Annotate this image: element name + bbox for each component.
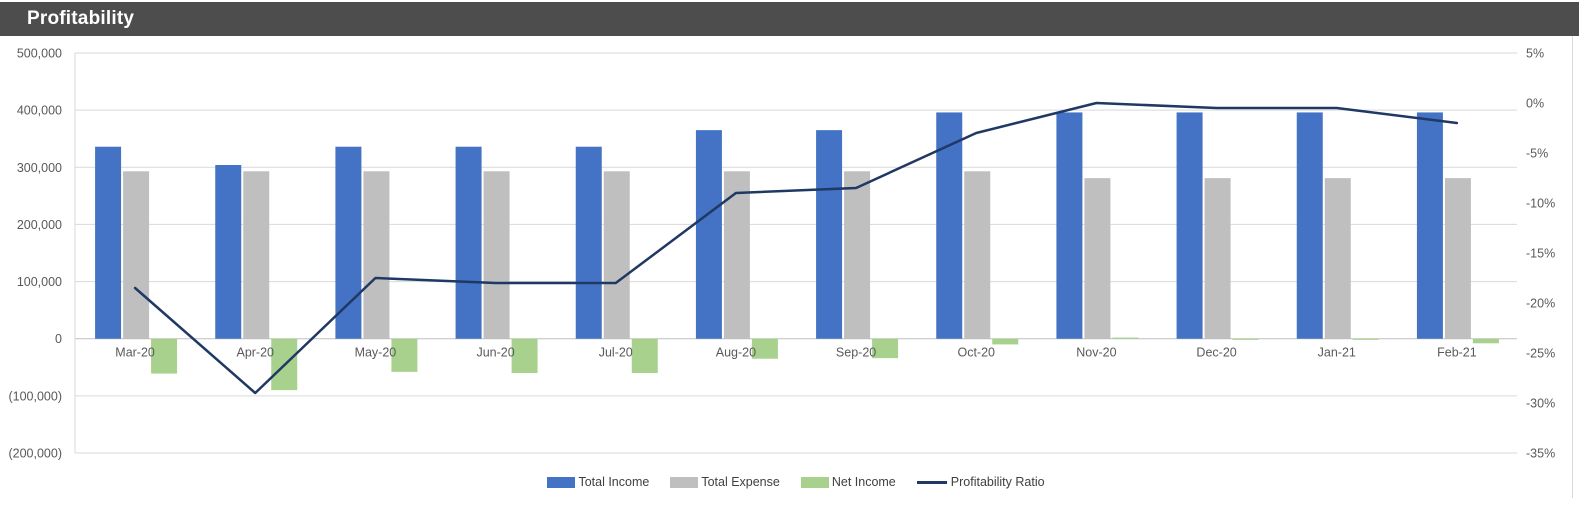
net-income-bar-may-20: [391, 338, 418, 372]
total-income-bar-nov-20: [1056, 112, 1083, 339]
net-income-bar-mar-20: [151, 338, 178, 374]
total-expense-bar-apr-20: [243, 171, 270, 339]
net-income-bar-jun-20: [511, 338, 538, 373]
total-income-bar-mar-20: [95, 146, 122, 339]
y-axis-left-label: 500,000: [17, 47, 62, 61]
total-expense-bar-oct-20: [964, 171, 991, 339]
total-expense-bar-sep-20: [844, 171, 871, 339]
x-axis-label: Dec-20: [1196, 346, 1236, 360]
net-income-bar-nov-20: [1112, 337, 1139, 339]
total-income-bar-may-20: [335, 146, 362, 339]
y-axis-right-label: -30%: [1526, 397, 1555, 411]
net-income-swatch-icon: [800, 476, 829, 488]
y-axis-right-label: -10%: [1526, 197, 1555, 211]
total-expense-swatch-icon: [670, 476, 699, 488]
total-expense-bar-jun-20: [483, 171, 510, 339]
total-income-bar-apr-20: [215, 165, 242, 339]
legend-item-total-expense: Total Expense: [670, 475, 780, 489]
x-axis-label: Oct-20: [957, 346, 995, 360]
y-axis-left-label: 200,000: [17, 218, 62, 232]
y-axis-right-label: -15%: [1526, 247, 1555, 261]
y-axis-right-label: 5%: [1526, 47, 1544, 61]
x-axis-label: Mar-20: [115, 346, 155, 360]
x-axis-label: Jan-21: [1318, 346, 1356, 360]
x-axis-label: Apr-20: [236, 346, 274, 360]
total-income-bar-feb-21: [1416, 112, 1443, 339]
section-header: Profitability: [0, 2, 1579, 36]
net-income-bar-jan-21: [1352, 338, 1379, 340]
y-axis-left-label: 300,000: [17, 161, 62, 175]
x-axis-label: Sep-20: [836, 346, 876, 360]
section-title: Profitability: [27, 8, 135, 29]
net-income-bar-dec-20: [1232, 338, 1259, 340]
y-axis-right-label: -20%: [1526, 297, 1555, 311]
y-axis-left-label: 0: [55, 332, 62, 346]
chart-legend: Total Income Total Expense Net Income Profi…: [75, 473, 1517, 491]
total-expense-bar-jul-20: [603, 171, 630, 339]
total-income-bar-sep-20: [816, 130, 843, 339]
total-expense-bar-jan-21: [1324, 178, 1351, 339]
total-expense-bar-nov-20: [1084, 178, 1111, 339]
total-income-bar-jan-21: [1296, 112, 1323, 339]
y-axis-left-label: (200,000): [8, 447, 62, 461]
legend-label: Total Income: [578, 475, 650, 489]
total-expense-bar-dec-20: [1204, 178, 1231, 339]
legend-item-profitability-ratio: Profitability Ratio: [916, 475, 1045, 489]
card-border: [1572, 36, 1573, 498]
total-income-bar-jul-20: [575, 146, 602, 339]
profitability-ratio-swatch-icon: [916, 480, 947, 484]
x-axis-label: Jun-20: [476, 346, 514, 360]
y-axis-right-label: -5%: [1526, 147, 1548, 161]
profitability-ratio-line: [133, 101, 1459, 395]
y-axis-right-label: -25%: [1526, 347, 1555, 361]
x-axis-label: Aug-20: [716, 346, 756, 360]
legend-label: Net Income: [831, 475, 896, 489]
legend-item-net-income: Net Income: [800, 475, 896, 489]
total-income-bar-dec-20: [1176, 112, 1203, 339]
y-axis-left-label: 400,000: [17, 104, 62, 118]
net-income-bar-oct-20: [992, 338, 1019, 345]
net-income-bar-aug-20: [751, 338, 778, 359]
legend-label: Profitability Ratio: [950, 475, 1045, 489]
total-expense-bar-may-20: [363, 171, 390, 339]
total-income-bar-jun-20: [455, 146, 482, 339]
y-axis-left-label: 100,000: [17, 275, 62, 289]
total-expense-bar-mar-20: [123, 171, 150, 339]
legend-label: Total Expense: [701, 475, 780, 489]
net-income-bar-sep-20: [872, 338, 899, 359]
total-expense-bar-feb-21: [1444, 178, 1471, 339]
net-income-bar-jul-20: [631, 338, 658, 373]
legend-item-total-income: Total Income: [547, 475, 649, 489]
total-expense-bar-aug-20: [723, 171, 750, 339]
net-income-bar-feb-21: [1472, 338, 1499, 344]
x-axis-label: Feb-21: [1437, 346, 1477, 360]
y-axis-left-label: (100,000): [8, 389, 62, 403]
total-income-swatch-icon: [547, 476, 576, 488]
x-axis-label: Jul-20: [599, 346, 633, 360]
x-axis-label: Nov-20: [1076, 346, 1116, 360]
total-income-bar-aug-20: [695, 130, 722, 339]
y-axis-right-label: -35%: [1526, 447, 1555, 461]
y-axis-right-label: 0%: [1526, 97, 1544, 111]
x-axis-label: May-20: [355, 346, 397, 360]
